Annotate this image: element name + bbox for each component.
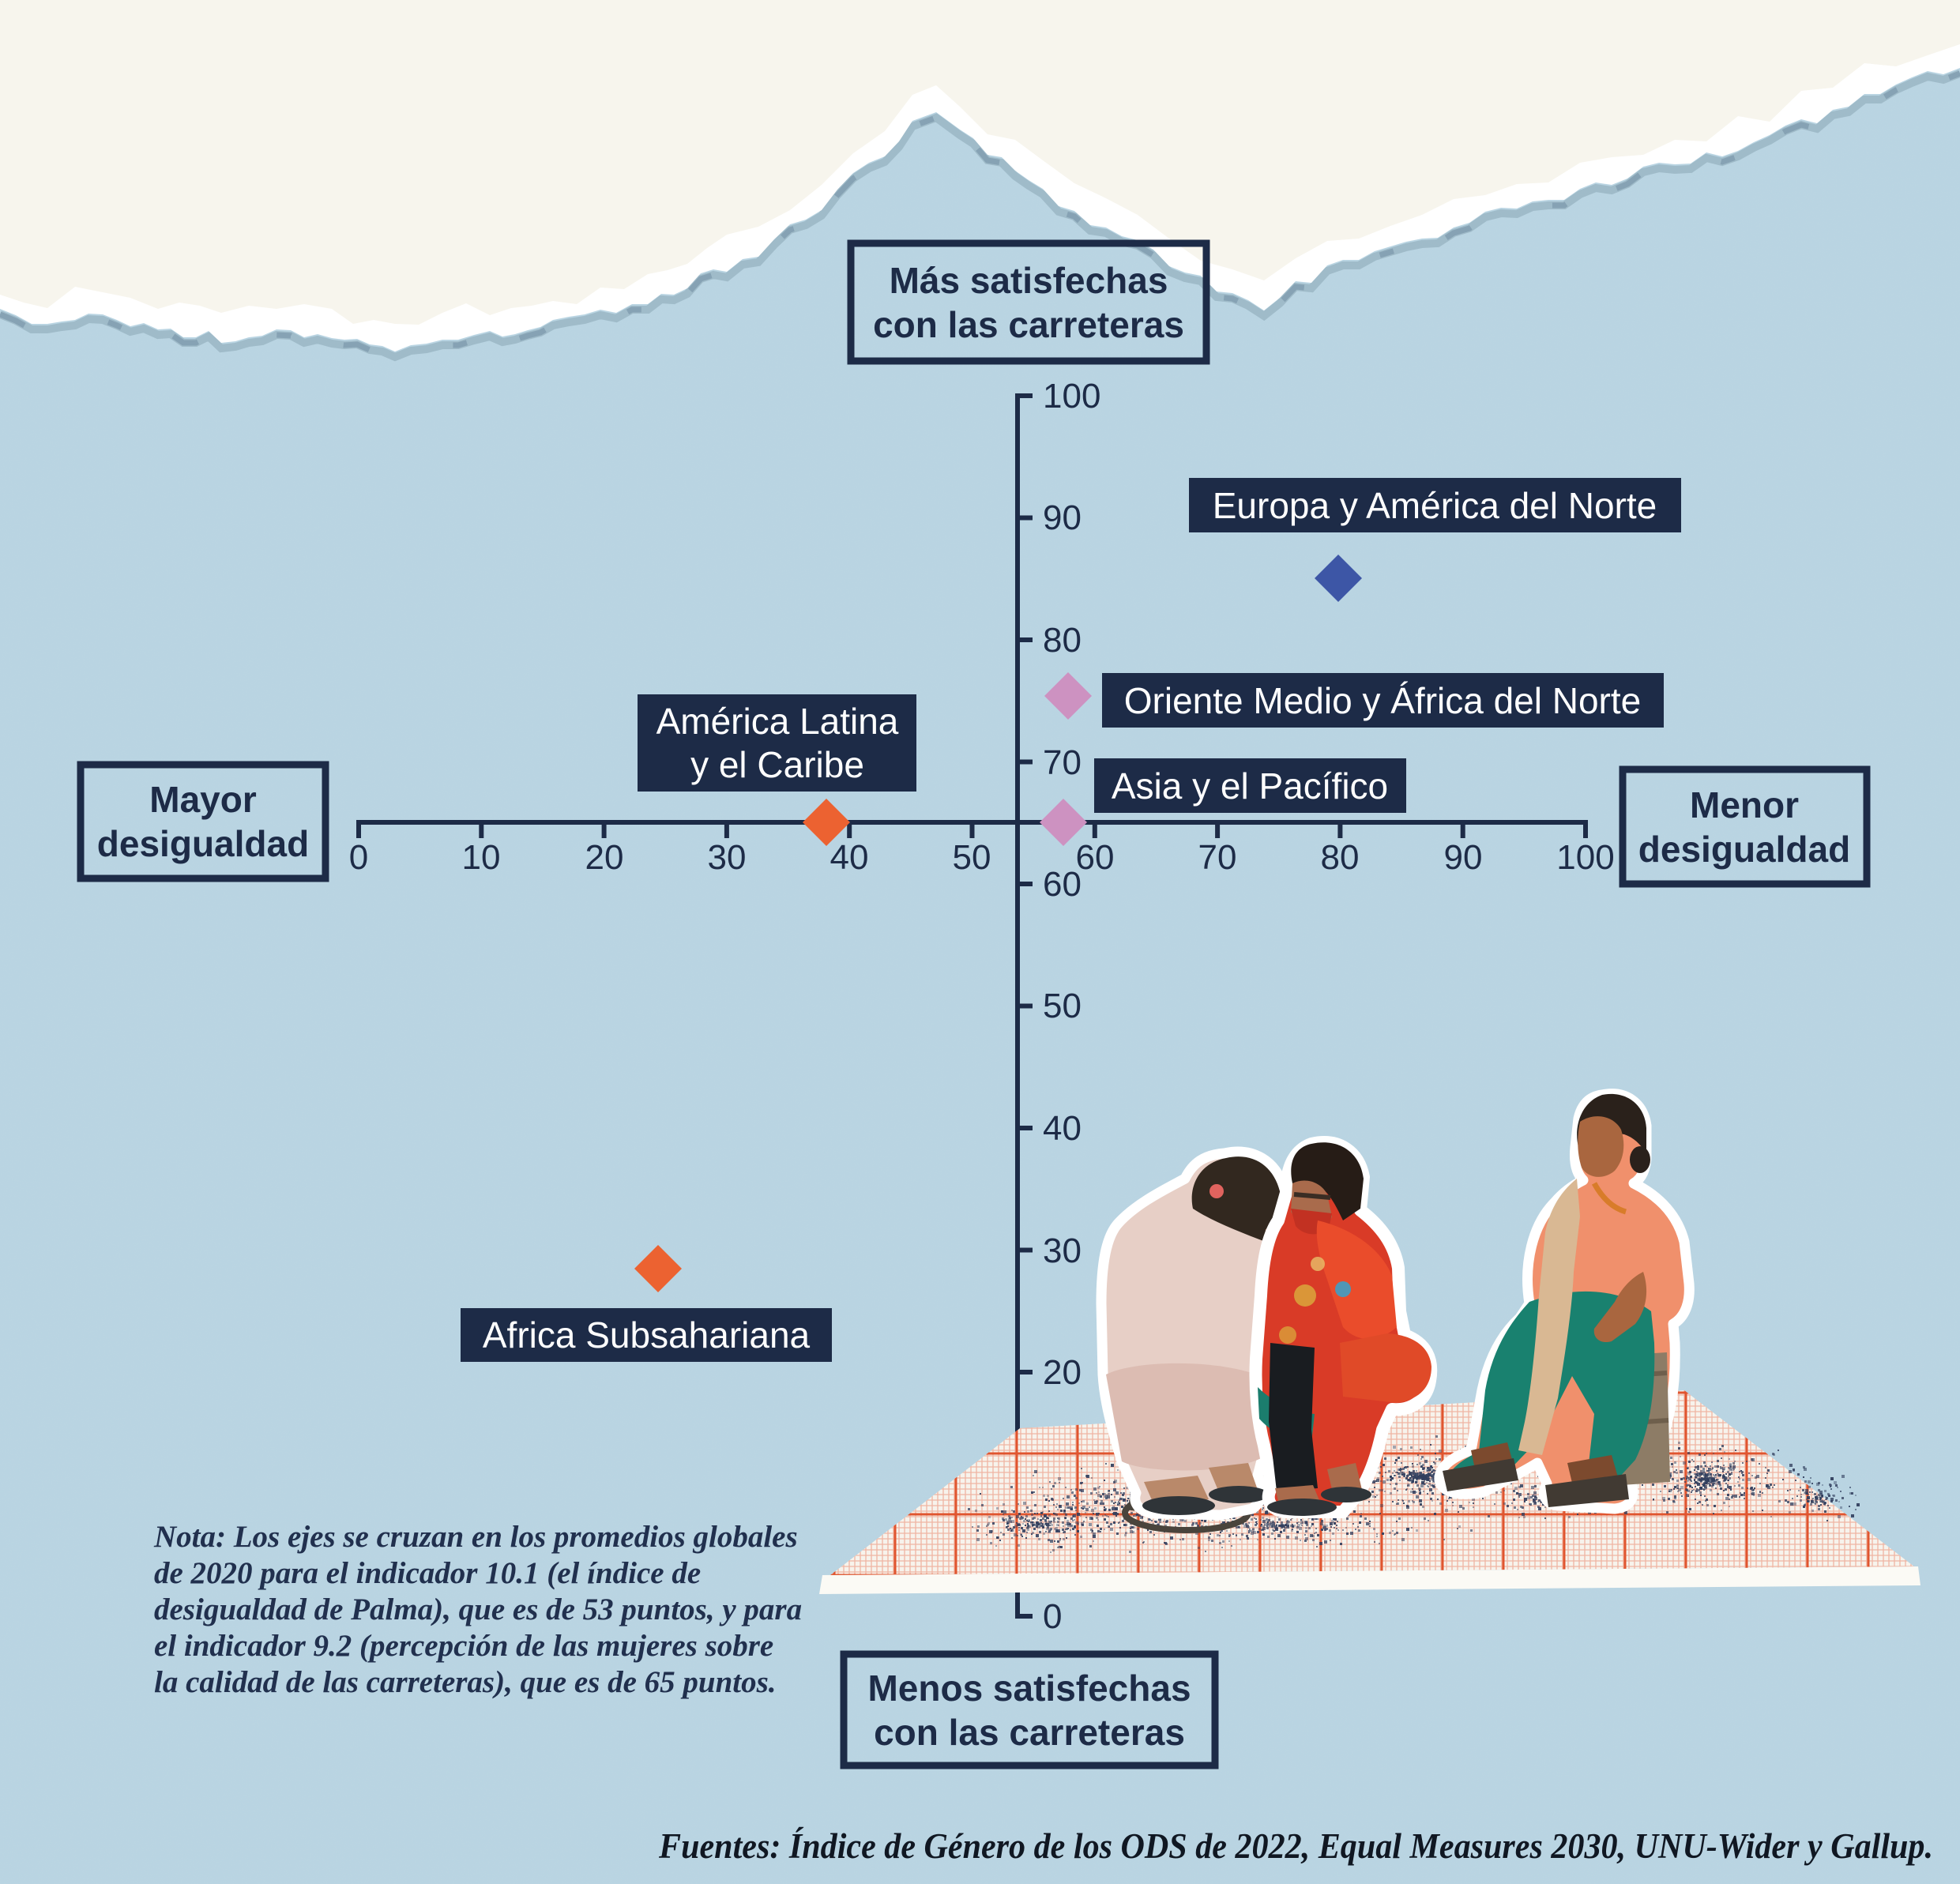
svg-text:60: 60: [1076, 838, 1115, 877]
svg-text:el indicador 9.2 (percepción d: el indicador 9.2 (percepción de las muje…: [154, 1629, 773, 1663]
svg-text:con las carreteras: con las carreteras: [874, 1712, 1185, 1753]
svg-text:40: 40: [1043, 1109, 1082, 1148]
svg-text:0: 0: [349, 838, 368, 877]
svg-text:Europa y América del Norte: Europa y América del Norte: [1213, 485, 1657, 526]
svg-text:desigualdad de Palma), que es: desigualdad de Palma), que es de 53 punt…: [154, 1593, 802, 1626]
svg-text:Menor: Menor: [1690, 784, 1799, 825]
svg-text:20: 20: [585, 838, 624, 877]
svg-text:América Latina: América Latina: [656, 701, 899, 742]
svg-text:la calidad de las carreteras),: la calidad de las carreteras), que es de…: [154, 1665, 777, 1699]
svg-text:desigualdad: desigualdad: [1638, 829, 1850, 870]
svg-text:Asia y el Pacífico: Asia y el Pacífico: [1112, 765, 1388, 807]
svg-text:90: 90: [1444, 838, 1483, 877]
svg-text:40: 40: [830, 838, 869, 877]
svg-text:80: 80: [1321, 838, 1360, 877]
svg-text:80: 80: [1043, 621, 1082, 660]
svg-text:50: 50: [1043, 987, 1082, 1025]
svg-text:de 2020 para el indicador 10.1: de 2020 para el indicador 10.1 (el índic…: [154, 1556, 701, 1590]
svg-text:30: 30: [708, 838, 747, 877]
svg-text:Más satisfechas: Más satisfechas: [890, 260, 1168, 301]
svg-text:100: 100: [1556, 838, 1614, 877]
svg-text:Oriente Medio y África del Nor: Oriente Medio y África del Norte: [1124, 680, 1642, 721]
svg-text:100: 100: [1043, 377, 1100, 416]
svg-text:y el Caribe: y el Caribe: [690, 744, 864, 785]
svg-text:Nota: Los ejes se cruzan en lo: Nota: Los ejes se cruzan en los promedio…: [153, 1520, 798, 1554]
svg-text:Mayor: Mayor: [149, 779, 257, 820]
svg-text:90: 90: [1043, 498, 1082, 537]
svg-text:70: 70: [1043, 743, 1082, 782]
svg-text:Fuentes: Índice de Género de l: Fuentes: Índice de Género de los ODS de …: [658, 1826, 1933, 1866]
svg-text:Menos satisfechas: Menos satisfechas: [867, 1668, 1191, 1709]
svg-text:10: 10: [462, 838, 501, 877]
svg-text:50: 50: [953, 838, 991, 877]
svg-text:60: 60: [1043, 865, 1082, 904]
svg-text:con las carreteras: con las carreteras: [873, 304, 1184, 345]
svg-text:70: 70: [1198, 838, 1237, 877]
svg-text:desigualdad: desigualdad: [97, 823, 309, 864]
svg-text:30: 30: [1043, 1232, 1082, 1270]
svg-text:20: 20: [1043, 1353, 1082, 1392]
svg-text:Africa Subsahariana: Africa Subsahariana: [483, 1314, 811, 1356]
svg-text:0: 0: [1043, 1597, 1062, 1636]
